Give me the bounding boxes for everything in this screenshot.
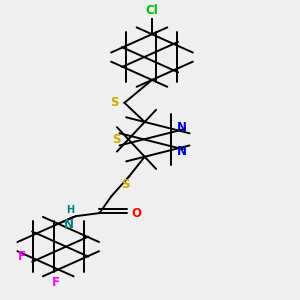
Text: N: N [64,218,74,231]
Text: Cl: Cl [146,4,158,17]
Text: S: S [121,178,129,191]
Text: F: F [52,276,60,289]
Text: N: N [177,121,187,134]
Text: S: S [112,133,121,146]
Text: H: H [66,205,74,214]
Text: S: S [110,96,119,109]
Text: N: N [177,145,187,158]
Text: F: F [18,250,26,263]
Text: O: O [132,207,142,220]
